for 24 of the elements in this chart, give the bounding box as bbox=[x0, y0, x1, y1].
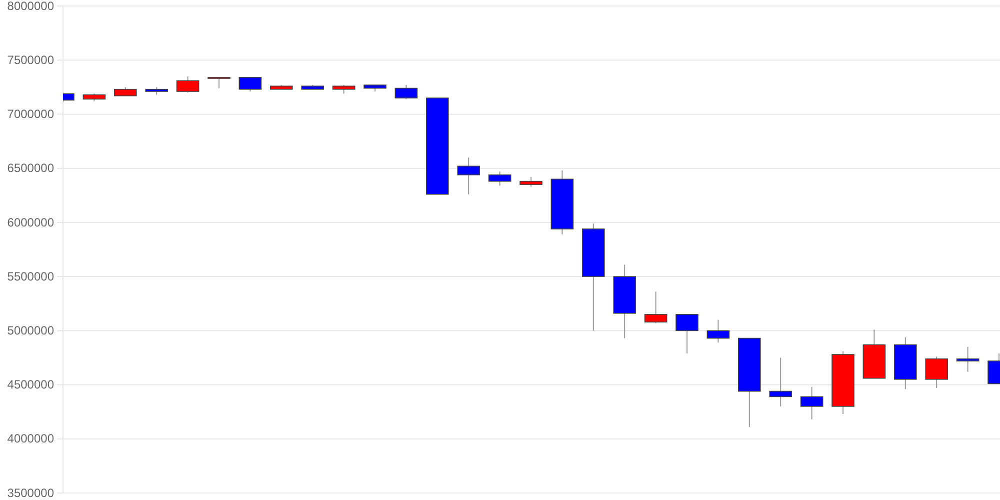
candlestick bbox=[238, 76, 262, 92]
candlestick bbox=[925, 356, 948, 389]
candlestick bbox=[956, 346, 980, 372]
candlestick bbox=[457, 157, 480, 195]
candlestick bbox=[769, 357, 792, 407]
candlestick bbox=[520, 176, 542, 188]
y-tick-label: 7000000 bbox=[7, 107, 54, 122]
candlestick bbox=[644, 291, 668, 324]
candlestick bbox=[394, 84, 418, 100]
y-tick-label: 7500000 bbox=[7, 52, 54, 67]
candlestick bbox=[208, 76, 230, 89]
y-tick-label: 4000000 bbox=[7, 432, 54, 446]
y-tick-label: 6000000 bbox=[7, 215, 54, 230]
candlestick bbox=[176, 76, 200, 94]
candlestick bbox=[676, 314, 698, 354]
candlestick bbox=[488, 171, 512, 186]
y-tick-label: 3500000 bbox=[7, 486, 54, 500]
candlestick bbox=[706, 319, 730, 344]
y-tick-label: 4500000 bbox=[7, 378, 54, 392]
y-tick-label: 6500000 bbox=[7, 161, 54, 176]
y-tick-label: 5500000 bbox=[7, 269, 54, 284]
candlestick bbox=[800, 386, 824, 420]
y-tick-label: 5000000 bbox=[7, 324, 54, 338]
y-tick-label: 8000000 bbox=[7, 0, 54, 13]
